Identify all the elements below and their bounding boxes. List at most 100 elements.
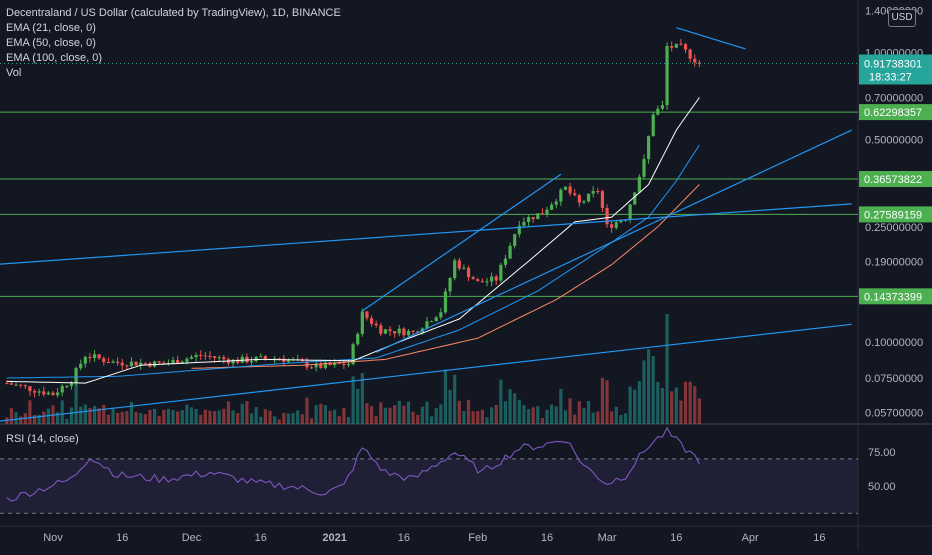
candle-body	[120, 362, 124, 366]
volume-bar	[623, 413, 628, 424]
volume-bar	[397, 400, 401, 424]
price-tick-label: 0.10000000	[865, 337, 923, 349]
volume-bar	[642, 360, 646, 424]
volume-bar	[92, 405, 97, 424]
volume-bar	[286, 413, 291, 424]
volume-bar	[457, 400, 461, 424]
candle-body	[125, 365, 129, 367]
rsi-line	[6, 426, 700, 502]
volume-bar	[263, 409, 267, 424]
rsi-tick-label: 75.00	[868, 447, 896, 459]
time-tick-label: Apr	[742, 532, 759, 544]
candle-body	[116, 361, 120, 363]
candle-body	[337, 362, 341, 364]
candle-body	[670, 45, 674, 48]
candle-body	[152, 361, 157, 367]
rsi-tick-label: 50.00	[868, 481, 896, 493]
legend-ema50[interactable]: EMA (50, close, 0)	[6, 37, 96, 49]
volume-bar	[180, 410, 184, 424]
volume-bar	[365, 403, 369, 424]
candle-body	[286, 359, 291, 362]
candle-body	[522, 221, 526, 226]
current-price-label: 0.91738301	[864, 58, 922, 70]
candle-body	[429, 321, 434, 323]
volume-bar	[333, 409, 337, 424]
candle-body	[393, 331, 397, 334]
candle-body	[434, 317, 438, 322]
time-tick-label: Dec	[182, 532, 202, 544]
volume-bar	[120, 411, 124, 424]
volume-bar	[522, 405, 526, 424]
candle-body	[342, 363, 346, 366]
volume-bar	[600, 377, 605, 424]
candle-body	[32, 391, 37, 393]
volume-bar	[619, 415, 623, 424]
candle-body	[69, 383, 74, 387]
volume-bar	[466, 399, 471, 424]
volume-bar	[379, 402, 383, 424]
volume-bar	[291, 412, 295, 424]
volume-bar	[69, 407, 74, 424]
candle-body	[208, 355, 212, 357]
candle-body	[365, 311, 369, 319]
ema21-line	[6, 97, 700, 384]
ema50-line	[6, 144, 700, 379]
volume-bar	[208, 410, 212, 424]
volume-bar	[314, 405, 318, 424]
candle-body	[143, 362, 147, 364]
candle-body	[600, 191, 605, 208]
volume-bar	[176, 411, 180, 424]
candle-body	[416, 331, 420, 333]
volume-bar	[337, 416, 341, 424]
candle-body	[309, 367, 314, 369]
candle-body	[19, 384, 23, 386]
volume-bar	[540, 417, 545, 424]
candle-body	[466, 267, 471, 278]
candle-body	[665, 45, 669, 106]
legend-ema21[interactable]: EMA (21, close, 0)	[6, 22, 96, 34]
price-tick-label: 0.05700000	[865, 407, 923, 419]
volume-bar	[660, 388, 665, 424]
volume-bar	[231, 410, 235, 424]
legend-ema100[interactable]: EMA (100, close, 0)	[6, 52, 102, 64]
candle-body	[476, 279, 480, 282]
volume-bar	[102, 404, 106, 424]
candle-body	[596, 191, 600, 193]
volume-bar	[97, 408, 101, 424]
candle-body	[189, 357, 194, 359]
price-tick-label: 0.07500000	[865, 373, 923, 385]
volume-bar	[249, 413, 254, 424]
candle-body	[28, 386, 32, 392]
volume-bar	[402, 405, 406, 424]
candle-body	[383, 329, 388, 334]
volume-bar	[563, 410, 568, 424]
time-tick-label: 16	[670, 532, 682, 544]
candle-body	[559, 189, 563, 202]
candle-body	[319, 363, 323, 369]
candle-body	[402, 328, 406, 336]
rsi-legend[interactable]: RSI (14, close)	[6, 433, 79, 445]
candle-body	[259, 356, 263, 358]
volume-bar	[439, 404, 443, 424]
candle-body	[536, 213, 540, 220]
volume-bar	[559, 388, 563, 424]
candle-body	[688, 49, 692, 59]
candle-body	[513, 234, 517, 246]
time-tick-label: Mar	[598, 532, 617, 544]
candle-body	[277, 358, 281, 360]
volume-bar	[670, 391, 674, 424]
time-tick-label: 2021	[322, 532, 346, 544]
currency-button[interactable]: USD	[888, 9, 916, 27]
candle-body	[646, 136, 651, 160]
candle-body	[397, 328, 401, 334]
trendline	[375, 129, 852, 353]
legend-volume[interactable]: Vol	[6, 67, 22, 79]
volume-bar	[116, 413, 120, 424]
volume-bar	[282, 413, 286, 424]
candle-body	[42, 391, 46, 395]
candle-body	[610, 224, 614, 228]
volume-bar	[236, 413, 240, 424]
volume-bar	[254, 407, 258, 424]
